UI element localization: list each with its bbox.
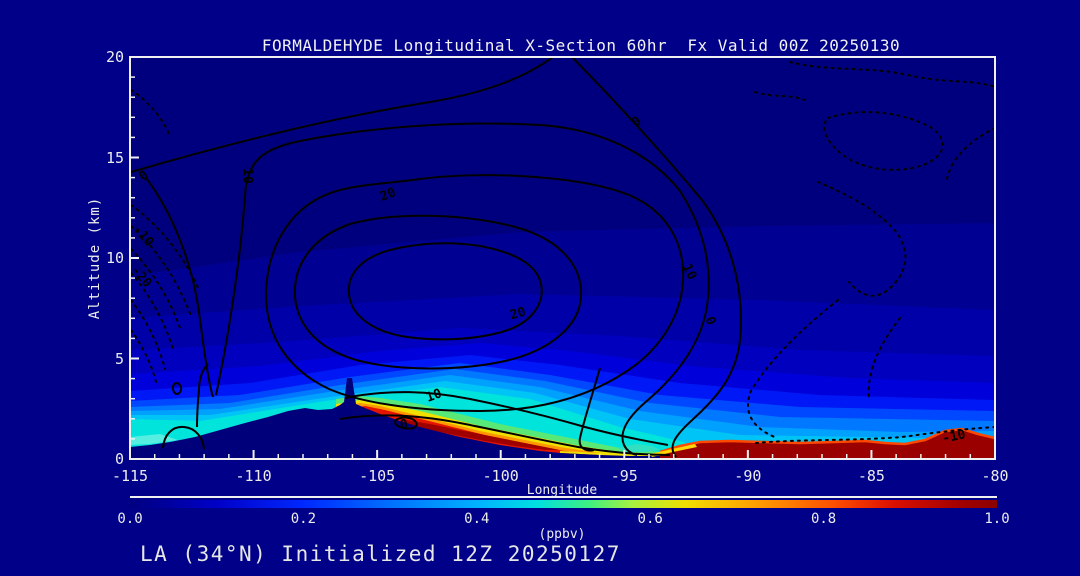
colorbar-tick-label: 0.8 (810, 511, 837, 527)
axis-ticks (129, 56, 996, 460)
x-tick-label: -105 (359, 467, 396, 485)
filled-contour-field (130, 57, 995, 459)
colorbar-tick-label: 0.2 (290, 511, 317, 527)
x-axis-title: Longitude (526, 483, 598, 498)
dotted-contours (130, 61, 995, 444)
colorbar-tick-label: 1.0 (984, 511, 1010, 527)
init-annotation: LA (34°N) Initialized 12Z 20250127 (140, 542, 621, 566)
colorbar-tick-label: 0.4 (464, 511, 490, 527)
y-tick-label: 5 (114, 349, 124, 368)
y-tick-label: 15 (105, 148, 124, 167)
x-tick-label: -95 (610, 467, 638, 485)
colorbar-tick-label: 0.0 (117, 511, 143, 527)
solid-contours (130, 57, 742, 458)
x-tick-label: -115 (111, 467, 149, 485)
y-tick-label: 0 (114, 450, 124, 468)
colorbar-axis-line (130, 496, 997, 498)
y-tick-label: 20 (105, 48, 124, 66)
x-tick-label: -85 (857, 467, 885, 485)
colorbar-units: (ppbv) (538, 527, 586, 542)
x-tick-label: -100 (482, 467, 519, 485)
contour-label: 10 (239, 168, 255, 184)
colorbar-tick-label: 0.6 (637, 511, 663, 527)
colorbar (130, 500, 997, 508)
y-tick-label: 10 (105, 249, 124, 267)
x-tick-label: -110 (235, 467, 272, 485)
x-tick-label: -80 (981, 467, 1009, 485)
x-tick-label: -90 (734, 467, 762, 485)
chart-title: FORMALDEHYDE Longitudinal X-Section 60hr… (261, 36, 901, 55)
